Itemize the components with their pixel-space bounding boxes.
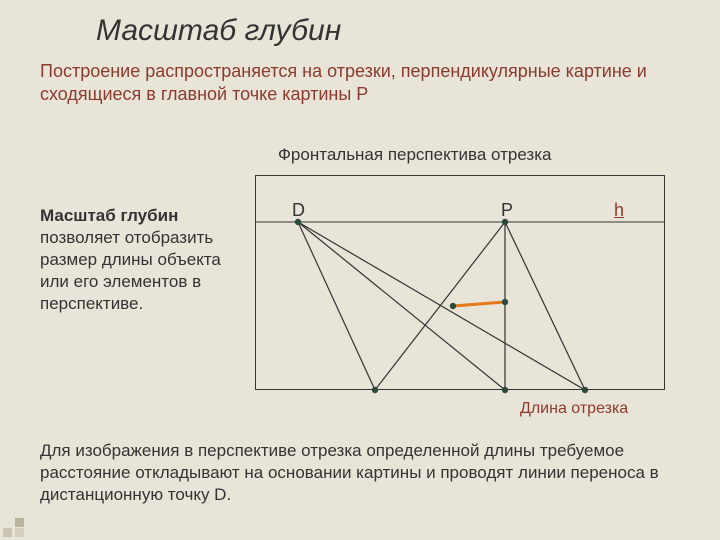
point-label-D: D [292, 200, 305, 221]
corner-decoration [0, 500, 40, 540]
point-label-P: P [501, 200, 513, 221]
bottom-paragraph: Для изображения в перспективе отрезка оп… [40, 440, 690, 506]
caption-length: Длина отрезка [520, 400, 628, 418]
point-label-h: h [614, 200, 624, 221]
